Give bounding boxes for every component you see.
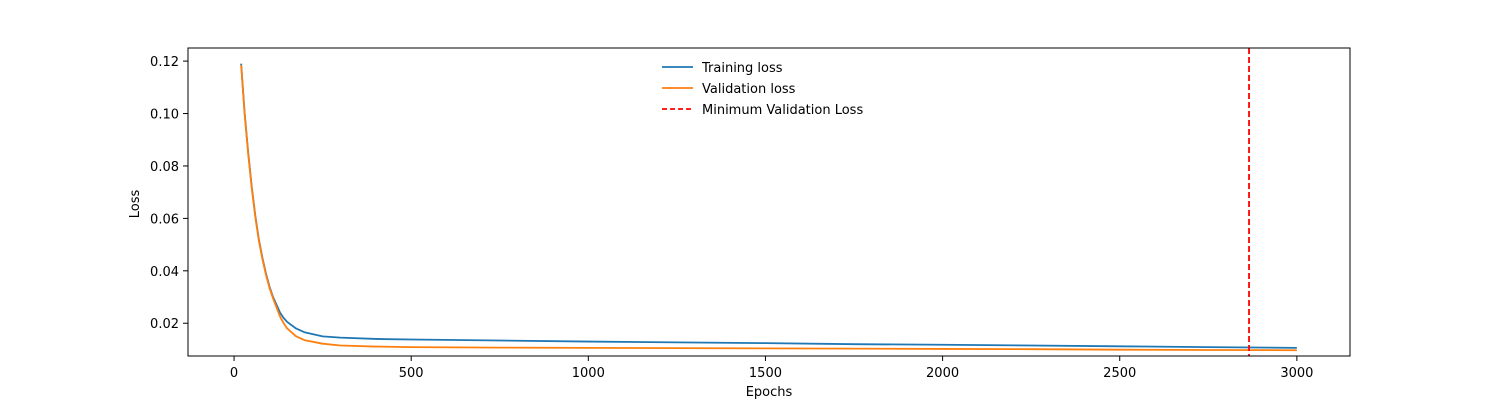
- legend: Training loss Validation loss Minimum Vali…: [662, 61, 863, 118]
- x-tick-label: 1000: [572, 366, 605, 381]
- x-axis-label: Epochs: [746, 385, 793, 400]
- x-tick-label: 2500: [1103, 366, 1136, 381]
- plot-frame: [187, 47, 1351, 357]
- legend-label-min-validation: Minimum Validation Loss: [702, 103, 863, 118]
- x-tick-label: 2000: [926, 366, 959, 381]
- y-tick-label: 0.06: [150, 212, 179, 227]
- legend-label-training: Training loss: [701, 61, 783, 76]
- y-axis-label: Loss: [128, 190, 143, 219]
- y-tick-label: 0.02: [150, 317, 179, 332]
- series-line-validation: [240, 64, 1297, 352]
- x-tick-label: 1500: [749, 366, 782, 381]
- series-lines: [240, 63, 1297, 352]
- x-tick-label: 0: [230, 366, 238, 381]
- y-tick-label: 0.08: [150, 160, 179, 175]
- x-tick-label: 3000: [1280, 366, 1313, 381]
- legend-label-validation: Validation loss: [702, 82, 796, 97]
- y-axis-ticks: 0.02 0.04 0.06 0.08 0.10 0.12: [150, 55, 188, 332]
- y-tick-label: 0.12: [150, 55, 179, 70]
- x-axis-ticks: 0 500 1000 1500 2000 2500 3000: [230, 356, 1313, 381]
- y-tick-label: 0.10: [150, 108, 179, 123]
- y-tick-label: 0.04: [150, 265, 179, 280]
- x-tick-label: 500: [399, 366, 424, 381]
